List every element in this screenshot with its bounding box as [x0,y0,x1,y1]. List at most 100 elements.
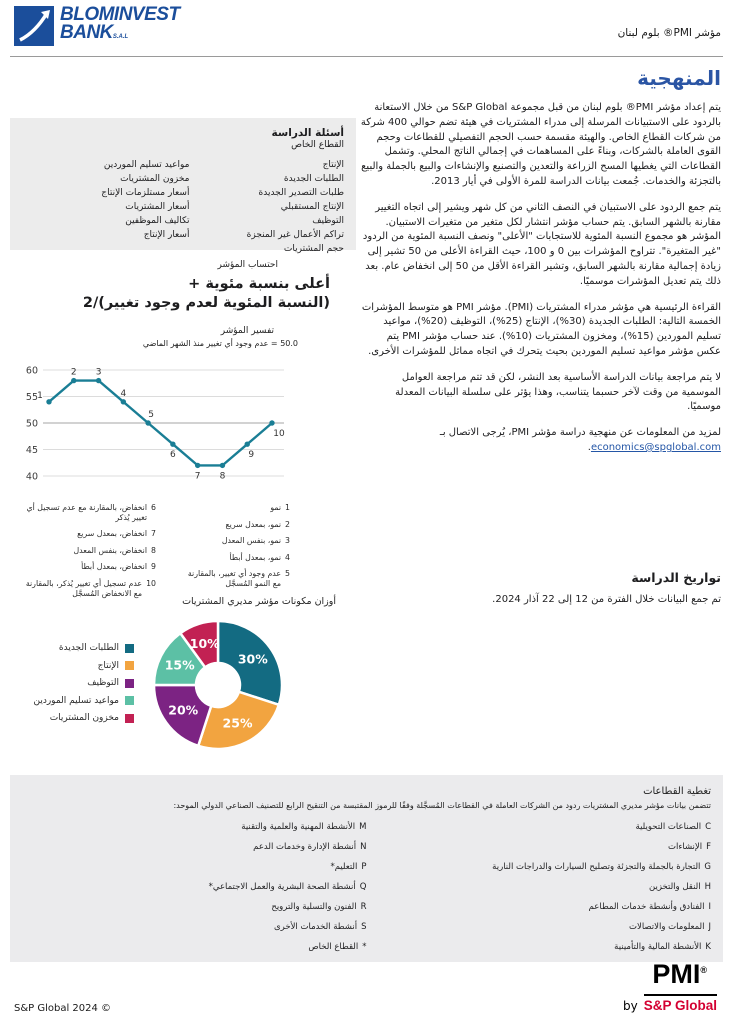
sector-text: الفنادق وأنشطة خدمات المطاعم [588,902,705,912]
index-legend-item: 9 انخفاض، بمعدل أبطأ [20,562,156,572]
svg-text:2: 2 [71,368,77,378]
donut-legend-item: مواعيد تسليم الموردين [10,696,134,707]
header-divider [10,56,723,57]
logo-line2: BANKS.A.L [60,22,129,44]
sector-code: S [361,922,367,932]
sector-code: M [359,822,367,832]
donut-legend-item: مخزون المشتريات [10,713,134,724]
index-legend: 1 نمو 2 نمو، بمعدل سريع 3 نمو، بنفس المعدل 4 نم… [14,503,290,605]
sector-item: R الفنون والتسلية والترويح [22,902,366,912]
survey-question-item: الطلبات الجديدة [283,174,344,184]
index-calculation-label: احتساب المؤشر [217,260,279,270]
legend-swatch [125,713,134,723]
legend-text: عدم وجود أي تغيير، بالمقارنة مع النمو ال… [187,569,282,588]
contact-suffix: . [587,441,591,453]
contact-email-link[interactable]: economics@spglobal.com [590,441,721,453]
legend-number: 10 [146,578,156,588]
pmi-brand-logo: PMI® by S&P Global [623,958,717,1013]
index-calculation-section: احتساب المؤشر أعلى بنسبة مئوية + (النسبة… [10,260,330,348]
index-legend-item: 10 عدم تسجيل أي تغيير يُذكر، بالمقارنة مع… [20,579,156,598]
legend-label: مخزون المشتريات [49,713,119,724]
svg-text:60: 60 [26,366,38,377]
donut-chart-title: أوزان مكونات مؤشر مديري المشتريات [182,596,336,607]
sector-item: P التعليم* [22,862,367,872]
sector-item: N أنشطة الإدارة وخدمات الدعم [22,842,366,852]
legend-text: انخفاض، بنفس المعدل [73,545,148,555]
legend-text: انخفاض، بمعدل سريع [77,529,148,539]
survey-questions-column-right: الإنتاج الطلبات الجديدة طلبات التصدير الجد… [189,158,344,256]
legend-swatch [125,696,134,706]
survey-question-item: الإنتاج المستقبلي [280,202,344,212]
sector-coverage-subtitle: تتضمن بيانات مؤشر مديري المشتريات ردود م… [173,801,711,810]
index-legend-item: 5 عدم وجود أي تغيير، بالمقارنة مع النمو ا… [178,569,290,588]
svg-text:30%: 30% [238,652,268,667]
index-legend-column-right: 1 نمو 2 نمو، بمعدل سريع 3 نمو، بنفس المعدل 4 نم… [178,503,290,605]
survey-question-item: طلبات التصدير الجديدة [258,188,344,198]
sector-item: S أنشطة الخدمات الأخرى [22,922,367,932]
donut-chart-wrap: 30% 25% 20% 15% 10% [148,615,288,759]
sector-text: القطاع الخاص [308,942,359,952]
index-legend-column-left: 6 انخفاض، بالمقارنة مع عدم تسجيل أي تغيير… [20,503,156,605]
legend-swatch [125,678,134,688]
sector-item: I الفنادق وأنشطة خدمات المطاعم [367,902,711,912]
svg-text:8: 8 [220,471,226,481]
document-title: مؤشر PMI® بلوم لبنان [617,27,721,39]
sector-item: K الأنشطة المالية والتأمينية [367,942,711,952]
svg-text:15%: 15% [165,657,195,672]
legend-number: 2 [285,519,290,529]
svg-text:10%: 10% [190,636,220,651]
survey-question-item: تراكم الأعمال غير المنجزة [246,230,344,240]
sector-code: G [704,862,711,872]
sector-item: C الصناعات التحويلية [367,822,711,832]
sector-text: الفنون والتسلية والترويح [271,902,357,912]
svg-text:6: 6 [170,450,176,460]
sector-item: J المعلومات والاتصالات [367,922,711,932]
survey-question-item: مخزون المشتريات [120,174,190,184]
sector-coverage-title: تغطية القطاعات [643,786,711,797]
donut-legend-item: التوظيف [10,678,134,689]
survey-question-item: تكاليف الموظفين [125,216,190,226]
legend-label: الإنتاج [97,660,119,671]
logo-line1: BLOMINVEST [60,4,180,25]
pmi-weights-donut-chart: 30% 25% 20% 15% 10% [152,619,284,751]
sector-item: M الأنشطة المهنية والعلمية والتقنية [22,822,367,832]
survey-questions-subtitle: القطاع الخاص [291,140,344,150]
pmi-weights-section: أوزان مكونات مؤشر مديري المشتريات 30% 25%… [10,596,340,759]
page-title: المنهجية [637,66,721,90]
donut-legend-item: الطلبات الجديدة [10,643,134,654]
study-dates-heading: تواريخ الدراسة [631,570,721,585]
sector-code: P [361,862,367,872]
legend-label: الطلبات الجديدة [58,643,119,654]
sector-code: C [705,822,711,832]
sector-code: * [362,942,367,952]
svg-text:10: 10 [273,429,285,439]
svg-text:50: 50 [26,419,38,430]
sector-item: Q أنشطة الصحة البشرية والعمل الاجتماعي* [22,882,367,892]
index-legend-item: 1 نمو [178,503,290,513]
index-legend-item: 3 نمو، بنفس المعدل [178,536,290,546]
legend-number: 4 [285,552,290,562]
blominvest-logo-icon [14,6,54,46]
legend-text: نمو، بمعدل سريع [225,519,282,529]
pmi-wordmark: PMI® [652,958,707,989]
legend-number: 6 [151,503,156,512]
legend-number: 8 [151,545,156,555]
by-text: by [623,999,638,1013]
index-legend-item: 8 انخفاض، بنفس المعدل [20,546,156,556]
sector-text: أنشطة الصحة البشرية والعمل الاجتماعي* [208,882,356,892]
svg-text:5: 5 [148,410,154,420]
sector-code: K [705,942,711,952]
legend-number: 7 [151,529,156,539]
sector-text: الإنشاءات [668,842,703,852]
index-legend-item: 7 انخفاض، بمعدل سريع [20,529,156,539]
survey-question-item: أسعار الإنتاج [143,230,190,240]
sector-item: G التجارة بالجملة والتجزئة وتصليح السيارا… [367,862,711,872]
svg-text:1: 1 [37,391,43,401]
sector-text: الأنشطة المالية والتأمينية [614,942,702,952]
contact-text: لمزيد من المعلومات عن منهجية دراسة مؤشر … [439,427,721,439]
sector-text: أنشطة الخدمات الأخرى [273,922,358,932]
legend-number: 3 [285,536,290,546]
methodology-paragraph: يتم جمع الردود على الاستبيان في النصف ال… [362,201,721,287]
blominvest-bank-logo: BLOMINVEST BANKS.A.L [14,4,180,46]
sector-text: الأنشطة المهنية والعلمية والتقنية [241,822,356,832]
